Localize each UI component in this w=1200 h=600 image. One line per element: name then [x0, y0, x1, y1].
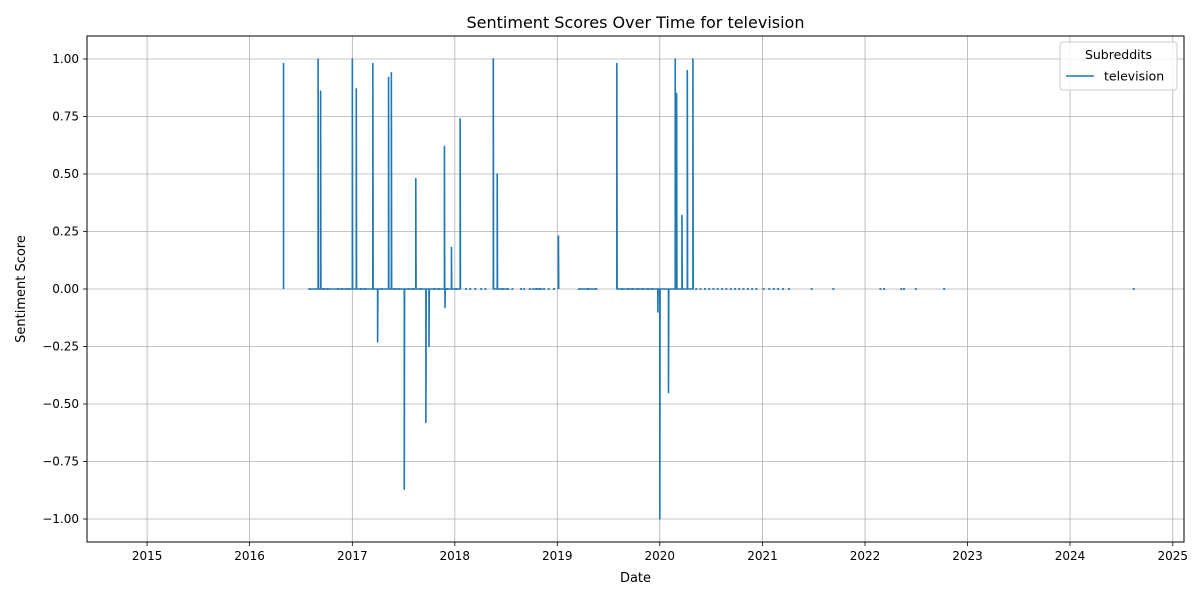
ticks: 2015 2016 2017 2018 2019 2020 2021 2022 2023 2024… [42, 52, 1188, 563]
x-tick-label: 2021 [747, 549, 778, 563]
x-tick-label: 2020 [645, 549, 676, 563]
y-axis-label: Sentiment Score [14, 235, 29, 343]
y-tick-label: −1.00 [42, 512, 79, 526]
x-tick-label: 2015 [132, 549, 163, 563]
y-tick-label: 0.25 [52, 225, 79, 239]
x-tick-label: 2022 [850, 549, 881, 563]
y-tick-label: 0.75 [52, 110, 79, 124]
x-tick-label: 2025 [1157, 549, 1188, 563]
legend-title: Subreddits [1085, 47, 1152, 62]
y-tick-label: −0.75 [42, 455, 79, 469]
legend-box [1059, 41, 1178, 91]
legend-entry-television: television [1104, 69, 1164, 84]
x-tick-label: 2017 [337, 549, 368, 563]
y-tick-label: 0.50 [52, 167, 79, 181]
y-tick-label: −0.50 [42, 397, 79, 411]
x-tick-label: 2024 [1055, 549, 1086, 563]
chart-title: Sentiment Scores Over Time for televisio… [467, 13, 805, 32]
y-tick-label: 0.00 [52, 282, 79, 296]
x-tick-label: 2023 [952, 549, 983, 563]
x-tick-label: 2016 [234, 549, 265, 563]
x-tick-label: 2018 [440, 549, 471, 563]
y-tick-label: −0.25 [42, 340, 79, 354]
plot-area [284, 59, 1135, 519]
x-axis-label: Date [620, 571, 651, 586]
legend: Subreddits television [1059, 41, 1178, 91]
y-tick-label: 1.00 [52, 52, 79, 66]
grid [87, 36, 1184, 542]
x-tick-label: 2019 [542, 549, 573, 563]
